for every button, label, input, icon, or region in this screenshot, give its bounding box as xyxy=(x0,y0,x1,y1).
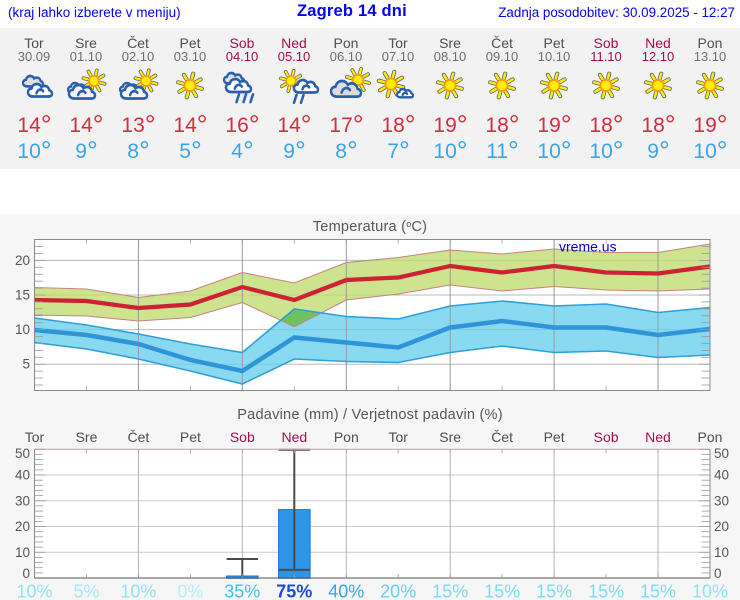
svg-text:50: 50 xyxy=(15,446,30,461)
svg-text:10: 10 xyxy=(15,322,30,337)
svg-text:0: 0 xyxy=(22,566,30,581)
svg-text:40%: 40% xyxy=(328,582,364,600)
svg-text:Temperatura (oC): Temperatura (oC) xyxy=(313,219,427,235)
svg-text:Čet: Čet xyxy=(128,429,150,445)
svg-text:Sre: Sre xyxy=(76,429,98,445)
svg-text:10: 10 xyxy=(15,545,30,560)
svg-text:Ned: Ned xyxy=(645,429,671,445)
svg-text:75%: 75% xyxy=(276,582,312,600)
svg-text:Padavine (mm) / Verjetnost pad: Padavine (mm) / Verjetnost padavin (%) xyxy=(237,407,503,423)
svg-text:5: 5 xyxy=(22,357,30,372)
svg-text:40: 40 xyxy=(15,468,30,483)
svg-text:Pet: Pet xyxy=(180,429,201,445)
svg-text:Ned: Ned xyxy=(281,429,307,445)
svg-text:Tor: Tor xyxy=(25,429,45,445)
svg-text:vreme.us: vreme.us xyxy=(559,239,617,255)
svg-text:15%: 15% xyxy=(484,582,520,600)
svg-text:10%: 10% xyxy=(16,582,52,600)
svg-text:0: 0 xyxy=(714,566,722,581)
svg-text:50: 50 xyxy=(714,446,729,461)
svg-text:10: 10 xyxy=(714,545,729,560)
svg-text:15: 15 xyxy=(15,288,30,303)
svg-text:15%: 15% xyxy=(640,582,676,600)
svg-text:10%: 10% xyxy=(692,582,728,600)
svg-text:35%: 35% xyxy=(224,582,260,600)
svg-text:15%: 15% xyxy=(536,582,572,600)
svg-text:0%: 0% xyxy=(177,582,203,600)
svg-text:15%: 15% xyxy=(432,582,468,600)
svg-text:20%: 20% xyxy=(380,582,416,600)
svg-text:Pon: Pon xyxy=(334,429,359,445)
svg-text:20: 20 xyxy=(15,253,30,268)
svg-text:20: 20 xyxy=(714,519,729,534)
svg-text:10%: 10% xyxy=(120,582,156,600)
svg-text:Sre: Sre xyxy=(439,429,461,445)
svg-text:5%: 5% xyxy=(73,582,99,600)
svg-text:Sob: Sob xyxy=(230,429,255,445)
svg-text:Sob: Sob xyxy=(594,429,619,445)
svg-text:Čet: Čet xyxy=(491,429,513,445)
svg-text:Pon: Pon xyxy=(698,429,723,445)
svg-text:Pet: Pet xyxy=(544,429,565,445)
svg-text:30: 30 xyxy=(15,493,30,508)
svg-text:30: 30 xyxy=(714,493,729,508)
svg-text:40: 40 xyxy=(714,468,729,483)
svg-text:Tor: Tor xyxy=(388,429,408,445)
svg-text:15%: 15% xyxy=(588,582,624,600)
svg-text:20: 20 xyxy=(15,519,30,534)
